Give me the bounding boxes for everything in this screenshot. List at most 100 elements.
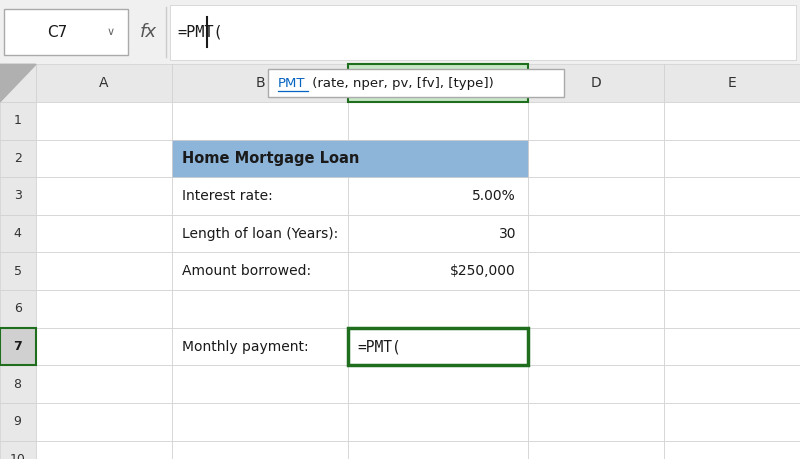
Text: $250,000: $250,000: [450, 264, 516, 278]
Bar: [36, 290, 172, 328]
Text: C7: C7: [47, 25, 68, 39]
Bar: [172, 140, 528, 177]
Bar: [528, 441, 664, 459]
Text: 2: 2: [14, 152, 22, 165]
Text: D: D: [590, 76, 602, 90]
Bar: [664, 403, 800, 441]
Text: 9: 9: [14, 415, 22, 428]
Bar: [172, 140, 348, 177]
Text: E: E: [728, 76, 736, 90]
Bar: [348, 177, 528, 215]
Bar: [664, 177, 800, 215]
Bar: [36, 441, 172, 459]
Bar: [528, 64, 664, 102]
Text: 4: 4: [14, 227, 22, 240]
Text: Monthly payment:: Monthly payment:: [182, 340, 308, 353]
Text: PMT: PMT: [278, 77, 305, 90]
Bar: [664, 102, 800, 140]
Bar: [0, 290, 36, 328]
Text: Interest rate:: Interest rate:: [182, 189, 272, 203]
Text: Home Mortgage Loan: Home Mortgage Loan: [182, 151, 359, 166]
Bar: [36, 328, 172, 365]
Bar: [172, 102, 348, 140]
Bar: [0, 102, 36, 140]
Bar: [348, 441, 528, 459]
Bar: [36, 403, 172, 441]
Bar: [664, 64, 800, 102]
Bar: [348, 290, 528, 328]
Bar: [172, 403, 348, 441]
Text: fx: fx: [139, 23, 157, 41]
Bar: [172, 441, 348, 459]
Bar: [0, 252, 36, 290]
Bar: [348, 140, 528, 177]
Bar: [4, 9, 128, 55]
Text: 7: 7: [14, 340, 22, 353]
Text: Amount borrowed:: Amount borrowed:: [182, 264, 310, 278]
Bar: [172, 328, 348, 365]
Bar: [348, 365, 528, 403]
Bar: [664, 252, 800, 290]
Bar: [528, 215, 664, 252]
Text: 7: 7: [14, 340, 22, 353]
Polygon shape: [0, 64, 36, 102]
Bar: [664, 140, 800, 177]
Text: C: C: [433, 76, 443, 90]
Bar: [268, 69, 564, 97]
Bar: [172, 290, 348, 328]
Bar: [0, 0, 800, 64]
Bar: [528, 365, 664, 403]
Bar: [348, 215, 528, 252]
Bar: [0, 403, 36, 441]
Bar: [36, 177, 172, 215]
Text: 1: 1: [14, 114, 22, 127]
Text: (rate, nper, pv, [fv], [type]): (rate, nper, pv, [fv], [type]): [308, 77, 494, 90]
Bar: [348, 328, 528, 365]
Bar: [0, 215, 36, 252]
Text: 30: 30: [498, 227, 516, 241]
Bar: [0, 140, 36, 177]
Bar: [348, 328, 528, 365]
Bar: [348, 403, 528, 441]
Bar: [36, 140, 172, 177]
Bar: [36, 215, 172, 252]
Bar: [528, 328, 664, 365]
Text: Length of loan (Years):: Length of loan (Years):: [182, 227, 338, 241]
Bar: [36, 252, 172, 290]
Bar: [348, 102, 528, 140]
Bar: [528, 140, 664, 177]
Bar: [348, 64, 528, 102]
Bar: [528, 177, 664, 215]
Bar: [0, 365, 36, 403]
Text: B: B: [255, 76, 265, 90]
Bar: [664, 328, 800, 365]
Bar: [664, 215, 800, 252]
Bar: [528, 252, 664, 290]
Bar: [36, 102, 172, 140]
Text: 6: 6: [14, 302, 22, 315]
Bar: [172, 365, 348, 403]
Bar: [348, 252, 528, 290]
Bar: [0, 441, 36, 459]
Bar: [172, 177, 348, 215]
Bar: [170, 5, 796, 60]
Bar: [664, 441, 800, 459]
Text: ∨: ∨: [106, 27, 114, 37]
Bar: [0, 64, 36, 102]
Text: 5.00%: 5.00%: [472, 189, 516, 203]
Text: =PMT(: =PMT(: [358, 339, 402, 354]
Bar: [0, 328, 36, 365]
Bar: [664, 365, 800, 403]
Bar: [528, 102, 664, 140]
Text: A: A: [99, 76, 109, 90]
Bar: [36, 64, 172, 102]
Text: 3: 3: [14, 190, 22, 202]
Bar: [0, 328, 36, 365]
Text: 8: 8: [14, 378, 22, 391]
Bar: [348, 64, 528, 102]
Bar: [172, 215, 348, 252]
Bar: [0, 177, 36, 215]
Bar: [528, 290, 664, 328]
Text: =PMT(: =PMT(: [178, 25, 223, 39]
Text: 10: 10: [10, 453, 26, 459]
